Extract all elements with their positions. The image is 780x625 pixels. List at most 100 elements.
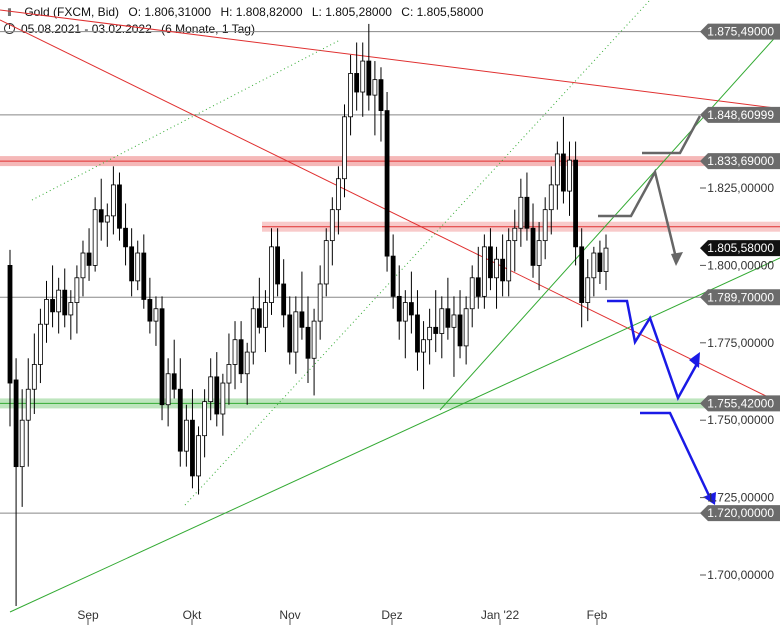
candle-body [567,159,572,192]
candle-body [506,240,512,282]
y-tick-label: 1.775,00000 [707,336,774,350]
candle-body [287,314,293,353]
candle [56,277,62,334]
candle-body [62,289,68,316]
close-value: C: 1.805,58000 [401,5,484,19]
candle [104,203,110,247]
candle [141,234,147,309]
candle [336,166,341,235]
candle-body [269,246,274,303]
candle [591,246,597,297]
candle [579,228,585,328]
price-label-box [700,23,780,40]
high-value: H: 1.808,82000 [220,5,303,19]
candle-body [19,419,25,468]
candles [7,23,609,606]
candle-body [117,184,122,229]
candle [500,234,506,297]
candle-body [38,323,43,365]
candle [299,271,305,340]
candle-body [445,308,451,328]
candle [366,23,372,111]
candle [232,321,238,390]
candle-body [396,295,402,322]
candle [74,265,80,334]
candle [475,246,481,309]
price-label: 1.789,70000 [700,289,780,306]
candle [548,166,554,235]
candle-body [135,252,141,282]
candle [518,178,524,247]
candle-body [463,308,469,347]
y-tick-label: 1.800,00000 [707,258,774,272]
candle [165,358,171,427]
price-label-text: 1.755,42000 [707,396,774,410]
candle-body [561,153,566,192]
candle [348,54,353,136]
candle [25,358,31,467]
candle-body [147,299,153,322]
candle-body [402,302,408,322]
candle-body [451,314,457,328]
candle-body [433,326,439,334]
candle [196,426,201,495]
price-label-text: 1.875,49000 [707,25,774,39]
candle-body [585,277,591,303]
price-label-box [700,395,780,412]
price-label-text: 1.805,58000 [707,241,774,255]
candle-body [408,302,414,316]
candle [123,203,128,266]
candle-body [92,209,98,266]
candle [44,280,49,343]
candle [323,228,329,297]
candle [250,296,256,365]
candle-body [536,240,542,266]
candle-body [512,227,518,242]
price-label: 1.755,42000 [700,395,780,412]
candle-body [305,326,311,359]
candle [159,296,165,421]
price-label-text: 1.720,00000 [707,506,774,520]
green-dotted-channel-lower [184,0,651,506]
candle-body [384,110,390,257]
candle-body [354,73,360,93]
candle-body [153,308,159,322]
red-trendline-upper [0,9,776,109]
y-tick-label: 1.825,00000 [707,181,774,195]
green-trendline-steep [439,31,780,411]
candle [226,333,232,405]
candle-body [293,311,299,353]
low-value: L: 1.805,28000 [311,5,392,19]
candle [567,141,572,216]
candle [275,228,280,297]
candle-body [390,255,396,297]
candle-body [190,419,195,477]
candle [220,373,226,436]
price-label-text: 1.789,70000 [707,290,774,304]
candle [506,228,512,297]
candle-body [372,79,378,96]
candle [536,222,542,291]
candle-body [317,283,323,322]
candle-body [415,314,420,353]
candle-body [366,60,372,96]
x-tick-label: Sep [77,608,99,622]
candle [311,308,317,396]
candle [317,265,323,340]
candle-body [421,339,426,353]
candle-body [50,299,55,313]
price-label-box [700,106,780,123]
candle-body [457,314,463,347]
time-axis: Sep Okt Nov Dez Jan '22 Feb [77,608,608,625]
candle [360,42,366,117]
price-labels: 1.875,49000 1.848,60999 1.833,69000 1.805,5… [700,23,780,522]
candle [62,268,68,328]
candle [31,333,37,415]
chart-header-ohlc: ⫴ Gold (FXCM, Bid) O: 1.806,31000 H: 1.8… [4,5,489,19]
candle [488,228,493,291]
candle-body [342,116,347,180]
price-label-text: 1.848,60999 [707,108,774,122]
candle [378,67,384,142]
candle-body [56,289,62,313]
